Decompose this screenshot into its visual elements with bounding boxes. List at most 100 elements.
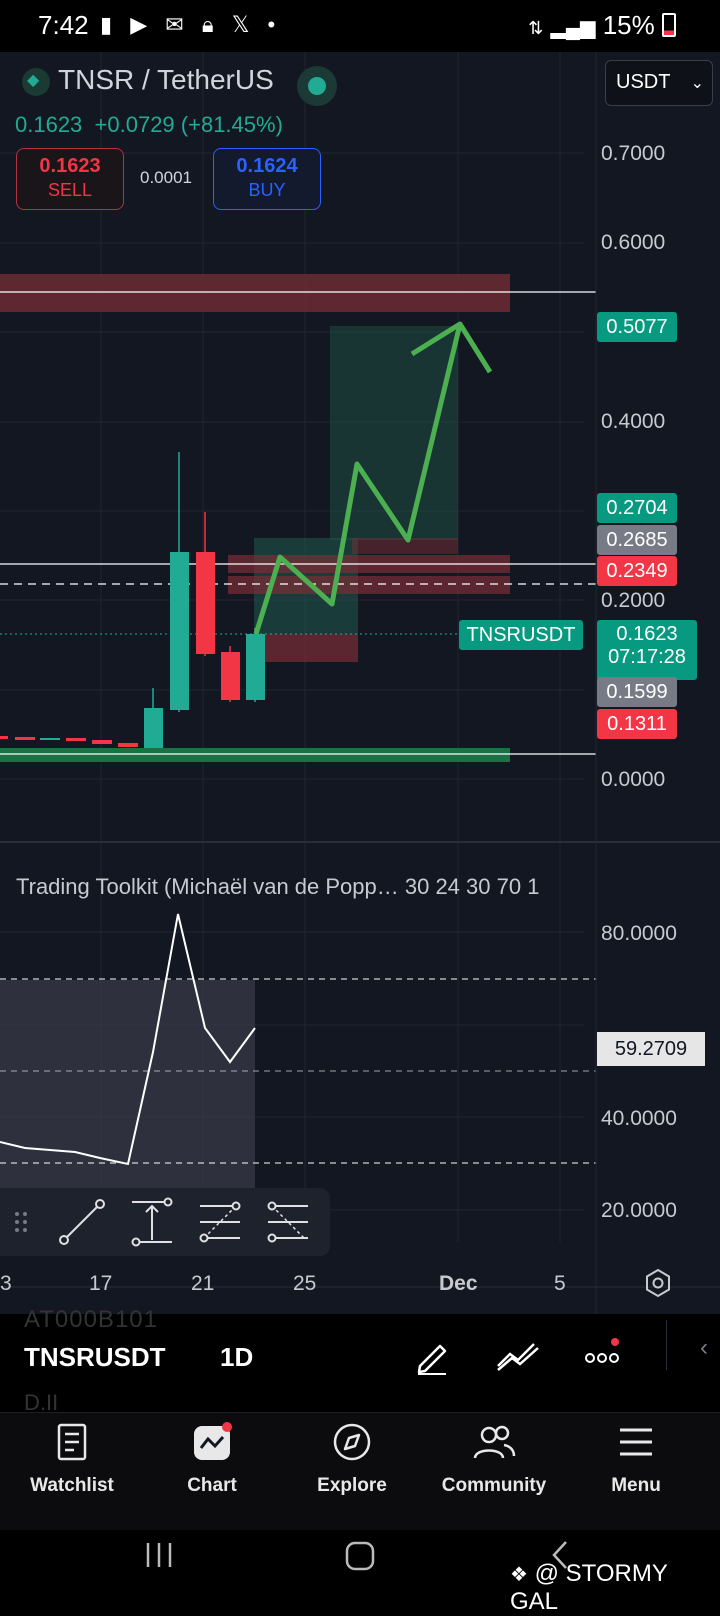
- tab-label: Explore: [317, 1475, 387, 1496]
- status-notification-icons: ▮ ▶ ✉ 🔒︎ 𝕏 •: [100, 12, 281, 38]
- zone-top[interactable]: [352, 538, 458, 554]
- status-time: 7:42: [38, 10, 89, 40]
- stop-box[interactable]: [264, 634, 358, 662]
- diamond-logo-icon: ❖: [510, 1564, 528, 1586]
- spread: 0.0001: [140, 168, 192, 187]
- sell-button[interactable]: 0.1623 SELL: [16, 148, 124, 210]
- chart-canvas[interactable]: [0, 52, 720, 1314]
- indicator-axis-label: 40.0000: [601, 1107, 677, 1130]
- date-axis-label: 17: [89, 1272, 113, 1295]
- more-options-icon[interactable]: [584, 1336, 624, 1381]
- date-axis-label: 3: [0, 1272, 12, 1295]
- back-icon[interactable]: [548, 1538, 572, 1577]
- tab-chart[interactable]: Chart: [152, 1422, 272, 1497]
- buy-button[interactable]: 0.1624 BUY: [213, 148, 321, 210]
- last-price-value: 0.1623: [616, 623, 678, 645]
- tab-watchlist[interactable]: Watchlist: [12, 1422, 132, 1497]
- price-axis-label: 0.0000: [601, 768, 666, 791]
- tab-label: Community: [441, 1475, 547, 1496]
- tab-label: Watchlist: [30, 1475, 114, 1496]
- tab-menu[interactable]: Menu: [576, 1422, 696, 1497]
- bottom-tab-bar: [0, 1412, 720, 1531]
- fib-retracement-tool-icon[interactable]: [194, 1196, 246, 1248]
- indicators-icon[interactable]: [494, 1336, 542, 1381]
- projection-arrow[interactable]: [253, 323, 463, 635]
- price-range-tool-icon[interactable]: [126, 1196, 178, 1248]
- date-axis-label: 25: [293, 1272, 317, 1295]
- recent-apps-icon[interactable]: [142, 1540, 176, 1575]
- currency-select[interactable]: USDT ⌄: [605, 60, 713, 106]
- price-tag[interactable]: 0.2349: [597, 556, 677, 586]
- support-zone[interactable]: [0, 748, 510, 762]
- bar-countdown: 07:17:28: [608, 646, 686, 668]
- quote-row: 0.1623 +0.0729 (+81.45%): [15, 112, 283, 138]
- price-tag[interactable]: 0.1311: [597, 709, 677, 739]
- arrow-head: [410, 321, 493, 374]
- interval-button[interactable]: 1D: [220, 1342, 254, 1372]
- compass-icon: [333, 1423, 371, 1461]
- system-nav-bar: [0, 1530, 720, 1600]
- price-tag[interactable]: 0.2704: [597, 493, 677, 523]
- currency-label: USDT: [616, 71, 671, 93]
- tab-label: Menu: [611, 1475, 661, 1496]
- rsi-line: [0, 913, 256, 1166]
- tensor-logo-icon: ◆: [27, 72, 40, 89]
- sell-price: 0.1623: [39, 155, 101, 177]
- drawing-toolbar[interactable]: [0, 1188, 330, 1256]
- indicator-axis-label: 80.0000: [601, 922, 677, 945]
- price-change: +0.0729 (+81.45%): [94, 112, 283, 137]
- ticker-bar: [0, 1314, 720, 1412]
- date-axis-label: 5: [554, 1272, 566, 1295]
- indicator-value-tag: 59.2709: [597, 1032, 705, 1066]
- resistance-zone[interactable]: [0, 274, 510, 312]
- indicator-title[interactable]: Trading Toolkit (Michaël van de Popp… 30…: [16, 874, 540, 899]
- symbol-title[interactable]: TNSR / TetherUS: [58, 64, 274, 95]
- mail-icon: ✉: [165, 12, 190, 37]
- faded-text: D.II: [24, 1390, 59, 1415]
- menu-icon: [620, 1428, 652, 1456]
- last-price: 0.1623: [15, 112, 83, 137]
- price-tag[interactable]: 0.1599: [597, 677, 677, 707]
- chart-icon: [194, 1422, 232, 1460]
- watermark-text: @ STORMY GAL: [510, 1560, 668, 1615]
- toolbar-divider: [666, 1320, 667, 1370]
- pencil-icon[interactable]: [412, 1336, 452, 1381]
- price-axis-label: 0.7000: [601, 142, 666, 165]
- price-axis-label: 0.2000: [601, 589, 666, 612]
- tab-community[interactable]: Community: [434, 1422, 554, 1497]
- zone-lower[interactable]: [228, 576, 510, 594]
- x-icon: 𝕏: [231, 12, 256, 37]
- play-icon: ▶: [130, 12, 154, 37]
- symbol-tag: TNSRUSDT: [459, 620, 583, 650]
- last-price-tag: 0.1623 07:17:28: [597, 620, 697, 680]
- watermark: ❖ @ STORMY GAL: [510, 1560, 720, 1616]
- battery-icon: [662, 13, 676, 37]
- symbol-button[interactable]: TNSRUSDT: [24, 1342, 166, 1372]
- fib-extension-tool-icon[interactable]: [262, 1196, 314, 1248]
- price-axis-label: 0.4000: [601, 410, 666, 433]
- home-icon[interactable]: [344, 1540, 376, 1577]
- price-tag[interactable]: 0.5077: [597, 312, 677, 342]
- price-tag[interactable]: 0.2685: [597, 525, 677, 555]
- lock-icon: 🔒︎: [201, 12, 220, 37]
- chevron-left-icon[interactable]: ‹: [700, 1334, 708, 1361]
- chevron-down-icon: ⌄: [690, 75, 704, 92]
- trend-line-tool-icon[interactable]: [56, 1196, 108, 1248]
- buy-label: BUY: [248, 180, 286, 200]
- chart-settings-icon[interactable]: [643, 1268, 673, 1303]
- status-bar: [0, 0, 720, 52]
- faded-text: AT000B101: [24, 1306, 158, 1333]
- battery-percent: 15%: [602, 10, 655, 40]
- sell-label: SELL: [47, 180, 93, 200]
- tab-explore[interactable]: Explore: [292, 1422, 412, 1497]
- drag-handle-icon[interactable]: [4, 1196, 40, 1248]
- signal-icon: ▂▄▆: [550, 17, 596, 39]
- date-axis-label: 21: [191, 1272, 215, 1295]
- indicator-axis-label: 20.0000: [601, 1199, 677, 1222]
- market-open-dot-icon: [308, 77, 326, 95]
- community-icon: [473, 1425, 516, 1459]
- dot-icon: •: [267, 12, 282, 37]
- candles[interactable]: [0, 452, 265, 748]
- data-arrows-icon: ⇅: [528, 18, 544, 38]
- alert-icon: ▮: [100, 12, 119, 37]
